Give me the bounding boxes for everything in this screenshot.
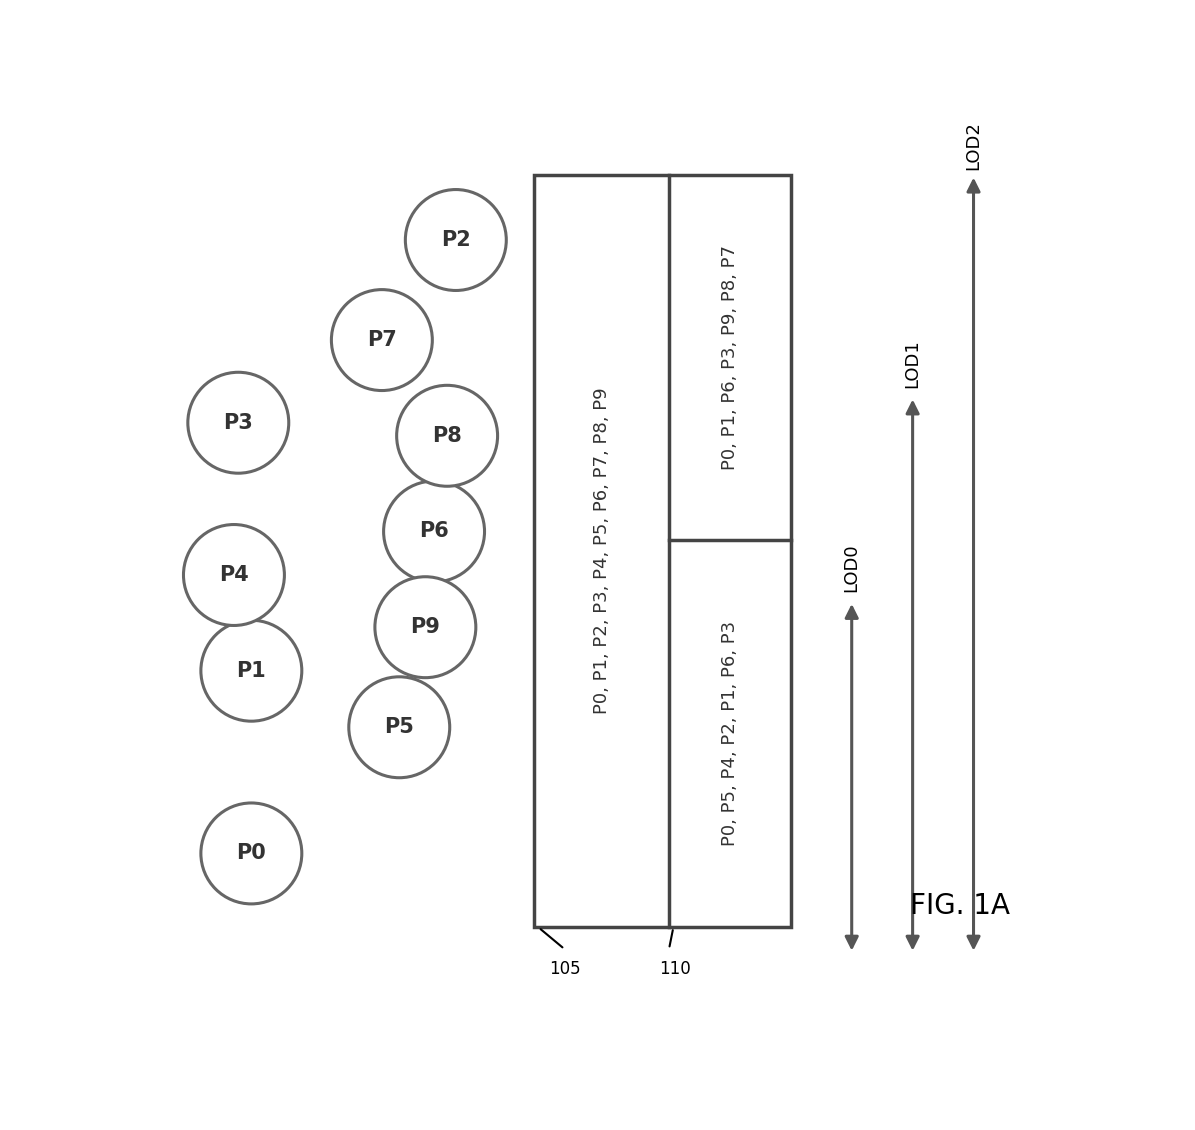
Text: LOD2: LOD2 <box>964 122 982 171</box>
Text: 110: 110 <box>660 960 691 979</box>
Text: P6: P6 <box>419 522 449 541</box>
Text: P5: P5 <box>385 718 415 737</box>
Bar <box>534 175 791 928</box>
Text: P4: P4 <box>219 565 249 585</box>
Circle shape <box>384 481 484 582</box>
Circle shape <box>375 576 476 678</box>
Circle shape <box>331 289 433 391</box>
Circle shape <box>184 524 284 626</box>
Circle shape <box>201 803 302 904</box>
Text: LOD0: LOD0 <box>842 544 860 592</box>
Text: LOD1: LOD1 <box>903 339 921 388</box>
Text: P0, P1, P6, P3, P9, P8, P7: P0, P1, P6, P3, P9, P8, P7 <box>721 245 739 470</box>
Text: P9: P9 <box>410 617 440 637</box>
Text: P8: P8 <box>433 426 462 445</box>
Text: P3: P3 <box>223 412 253 433</box>
Text: 105: 105 <box>549 960 581 979</box>
Circle shape <box>188 372 289 473</box>
Circle shape <box>349 677 449 777</box>
Circle shape <box>397 385 497 486</box>
Text: P2: P2 <box>441 231 471 250</box>
Text: FIG. 1A: FIG. 1A <box>911 892 1011 920</box>
Text: P7: P7 <box>367 330 397 350</box>
Text: P0: P0 <box>237 843 266 863</box>
Text: P0, P5, P4, P2, P1, P6, P3: P0, P5, P4, P2, P1, P6, P3 <box>721 622 739 846</box>
Text: P0, P1, P2, P3, P4, P5, P6, P7, P8, P9: P0, P1, P2, P3, P4, P5, P6, P7, P8, P9 <box>593 388 611 714</box>
Circle shape <box>405 190 507 290</box>
Circle shape <box>201 620 302 721</box>
Text: P1: P1 <box>237 661 266 680</box>
